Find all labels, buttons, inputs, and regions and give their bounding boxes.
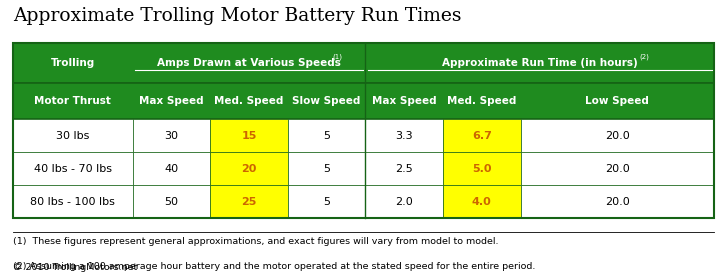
Bar [133, 185, 210, 218]
Bar [365, 152, 443, 185]
Text: 80 lbs - 100 lbs: 80 lbs - 100 lbs [30, 197, 115, 207]
Text: (1)  These figures represent general approximations, and exact figures will vary: (1) These figures represent general appr… [13, 237, 499, 246]
Bar [288, 152, 365, 185]
Text: 3.3: 3.3 [395, 131, 413, 141]
Text: Approximate Trolling Motor Battery Run Times: Approximate Trolling Motor Battery Run T… [13, 7, 462, 25]
Text: 5: 5 [323, 164, 330, 174]
Bar [521, 119, 714, 152]
Bar [210, 152, 288, 185]
Text: (2) Assuming a 100 amperage hour battery and the motor operated at the stated sp: (2) Assuming a 100 amperage hour battery… [13, 262, 536, 271]
Bar [521, 185, 714, 218]
Bar [133, 152, 210, 185]
Bar [13, 43, 714, 218]
Text: 50: 50 [165, 197, 178, 207]
Text: 25: 25 [241, 197, 257, 207]
Text: (1): (1) [332, 54, 342, 60]
Text: 15: 15 [241, 131, 257, 141]
Text: 30: 30 [165, 131, 178, 141]
Text: Max Speed: Max Speed [372, 96, 436, 106]
Bar [288, 185, 365, 218]
Text: Med. Speed: Med. Speed [215, 96, 283, 106]
Bar [210, 119, 288, 152]
Bar [443, 185, 521, 218]
Text: 6.7: 6.7 [472, 131, 492, 141]
Bar [13, 83, 714, 119]
Text: 30 lbs: 30 lbs [56, 131, 90, 141]
Text: 5.0: 5.0 [472, 164, 492, 174]
Bar [288, 119, 365, 152]
Bar [210, 185, 288, 218]
Text: Max Speed: Max Speed [139, 96, 204, 106]
Text: 40: 40 [165, 164, 178, 174]
Bar [365, 119, 443, 152]
Text: Low Speed: Low Speed [585, 96, 650, 106]
Bar [13, 152, 133, 185]
Text: 20: 20 [241, 164, 257, 174]
Text: Motor Thrust: Motor Thrust [34, 96, 112, 106]
Text: Amps Drawn at Various Speeds: Amps Drawn at Various Speeds [157, 58, 341, 68]
Text: 2.0: 2.0 [395, 197, 413, 207]
Bar [443, 152, 521, 185]
Bar [13, 185, 133, 218]
Text: © 2010 TrollingMotors.net: © 2010 TrollingMotors.net [13, 263, 137, 272]
Text: 20.0: 20.0 [605, 164, 630, 174]
Text: 20.0: 20.0 [605, 131, 630, 141]
Text: Approximate Run Time (in hours): Approximate Run Time (in hours) [442, 58, 637, 68]
Bar [13, 119, 133, 152]
Bar [521, 152, 714, 185]
Bar [13, 43, 714, 83]
Bar [443, 119, 521, 152]
Bar [365, 185, 443, 218]
Text: 20.0: 20.0 [605, 197, 630, 207]
Text: Slow Speed: Slow Speed [292, 96, 361, 106]
Text: 40 lbs - 70 lbs: 40 lbs - 70 lbs [34, 164, 112, 174]
Text: Trolling: Trolling [51, 58, 95, 68]
Text: Med. Speed: Med. Speed [447, 96, 516, 106]
Text: (2): (2) [639, 54, 650, 60]
Text: 2.5: 2.5 [395, 164, 413, 174]
Text: 4.0: 4.0 [472, 197, 492, 207]
Bar [133, 119, 210, 152]
Text: 5: 5 [323, 131, 330, 141]
Text: 5: 5 [323, 197, 330, 207]
